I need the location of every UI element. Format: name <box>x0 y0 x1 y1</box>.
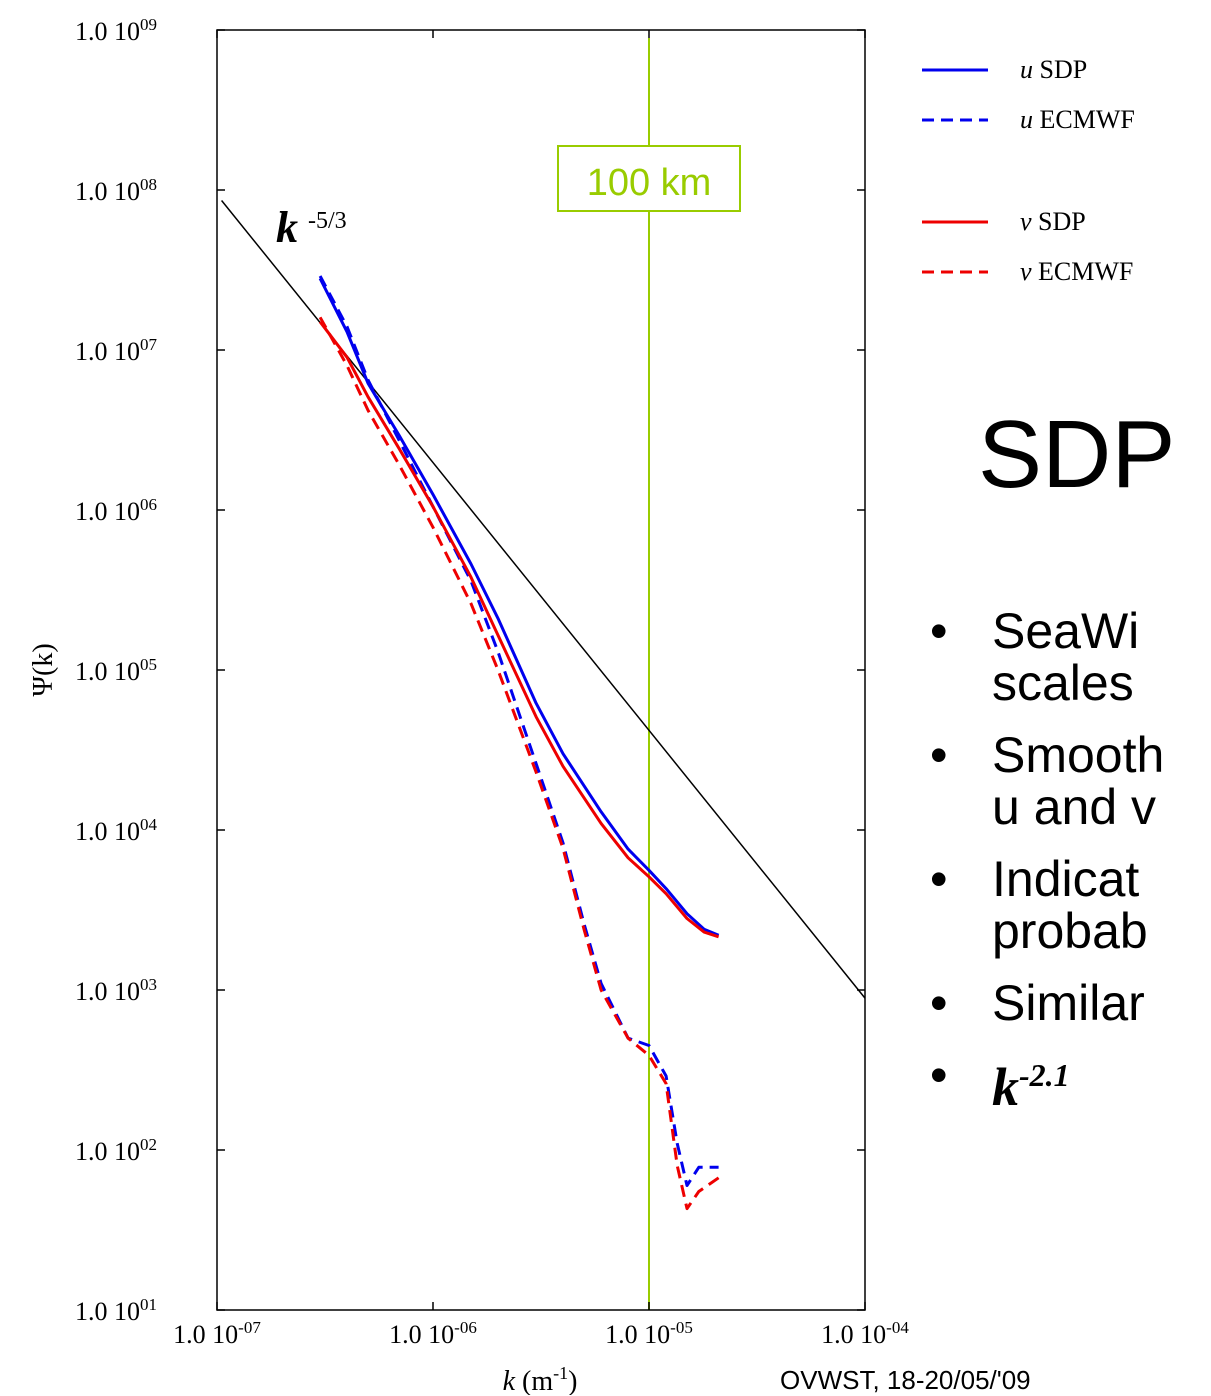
bullet-item: • Similar <box>930 977 1164 1029</box>
reference-line-label: k -5/3 <box>276 203 347 252</box>
exponent-base: k <box>992 1057 1019 1117</box>
y-tick-label: 1.0 1009 <box>75 15 157 46</box>
bullet-text: k-2.1 <box>992 1057 1070 1117</box>
legend-label: u SDP <box>1020 55 1087 84</box>
bullet-dot: • <box>930 1047 948 1103</box>
ticks-layer <box>216 29 866 1311</box>
bullet-item: • SeaWi scales <box>930 605 1164 709</box>
marker-label-box <box>557 145 741 212</box>
bullet-dot: • <box>930 727 948 783</box>
bullet-text: Smooth u and v <box>992 727 1165 835</box>
y-tick-label: 1.0 1008 <box>75 175 157 206</box>
bullet-text: Indicat probab <box>992 851 1148 959</box>
x-tick-label: 1.0 10-06 <box>389 1318 477 1349</box>
y-tick-label: 1.0 1003 <box>75 975 157 1006</box>
y-tick-label: 1.0 1004 <box>75 815 158 846</box>
bullet-item: • Smooth u and v <box>930 729 1164 833</box>
x-tick-label: 1.0 10-07 <box>173 1318 261 1349</box>
reference-line <box>220 200 866 999</box>
x-axis-label: k (m-1) <box>503 1363 578 1395</box>
legend-label: u ECMWF <box>1020 105 1135 134</box>
y-tick-label: 1.0 1002 <box>75 1135 157 1166</box>
series-u-ecmwf-line <box>318 275 719 1187</box>
y-tick-label: 1.0 1006 <box>75 495 157 526</box>
bullet-text: SeaWi scales <box>992 603 1140 711</box>
legend-label: v SDP <box>1020 207 1086 236</box>
bullet-item-exponent: • k-2.1 <box>930 1049 1164 1114</box>
exponent-value: -2.1 <box>1019 1057 1070 1093</box>
footer-text: OVWST, 18-20/05/'09 <box>780 1365 1031 1395</box>
panel-title: SDP <box>978 401 1176 508</box>
series-u-sdp-line <box>318 277 720 937</box>
y-tick-label: 1.0 1007 <box>75 335 158 366</box>
bullet-dot: • <box>930 975 948 1031</box>
bullet-list: • SeaWi scales • Smooth u and v • Indicat pro… <box>930 605 1164 1134</box>
x-tick-label: 1.0 10-04 <box>821 1318 909 1349</box>
x-tick-label: 1.0 10-05 <box>605 1318 693 1349</box>
y-tick-label: 1.0 1001 <box>75 1295 157 1326</box>
y-tick-label: 1.0 1005 <box>75 655 157 686</box>
legend: u SDP u ECMWF v SDP v ECMWF <box>922 55 1135 286</box>
labels-layer: k -5/3 1.0 10-07 1.0 10-06 1.0 10-05 1.0 10-0… <box>28 15 909 1395</box>
bullet-text: Similar <box>992 975 1145 1031</box>
bullet-dot: • <box>930 603 948 659</box>
bullet-dot: • <box>930 851 948 907</box>
series-v-ecmwf-line <box>318 316 720 1211</box>
series-v-sdp-line <box>318 320 720 939</box>
bullet-item: • Indicat probab <box>930 853 1164 957</box>
marker-label: 100 km <box>587 162 712 204</box>
series-layer: 100 km <box>220 38 866 1310</box>
y-axis-label: Ψ(k) <box>28 643 59 696</box>
legend-label: v ECMWF <box>1020 257 1133 286</box>
